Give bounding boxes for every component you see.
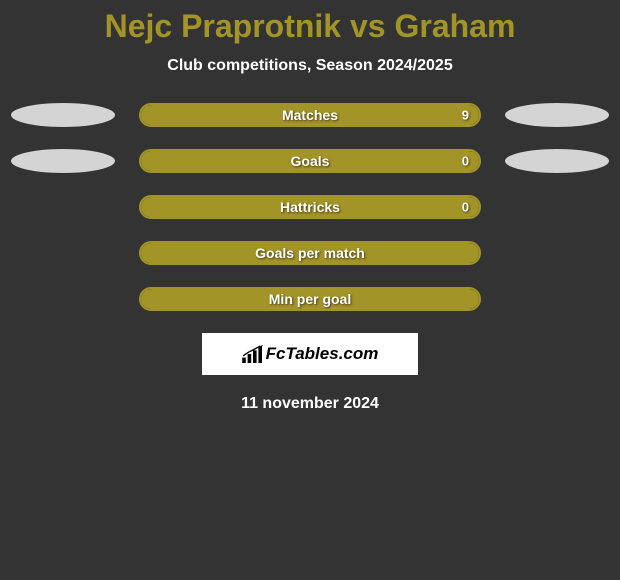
subtitle: Club competitions, Season 2024/2025 — [0, 57, 620, 75]
stats-rows: Matches 9 Goals 0 Hattricks 0 Goals per match M… — [0, 103, 620, 311]
stat-bar: Goals per match — [139, 241, 481, 265]
stat-value: 9 — [462, 108, 469, 123]
stat-bar: Hattricks 0 — [139, 195, 481, 219]
stat-label: Hattricks — [280, 199, 340, 215]
stat-row: Hattricks 0 — [0, 195, 620, 219]
stat-label: Goals per match — [255, 245, 365, 261]
stat-row: Goals 0 — [0, 149, 620, 173]
stat-label: Goals — [291, 153, 330, 169]
stat-bar: Matches 9 — [139, 103, 481, 127]
stat-label: Min per goal — [269, 291, 351, 307]
player-right-marker — [505, 103, 609, 127]
stat-bar: Goals 0 — [139, 149, 481, 173]
date-label: 11 november 2024 — [0, 395, 620, 413]
page-title: Nejc Praprotnik vs Graham — [0, 8, 620, 45]
logo: FcTables.com — [242, 344, 379, 364]
stat-value: 0 — [462, 154, 469, 169]
stat-row: Matches 9 — [0, 103, 620, 127]
stat-label: Matches — [282, 107, 338, 123]
comparison-infographic: Nejc Praprotnik vs Graham Club competiti… — [0, 0, 620, 413]
stat-row: Min per goal — [0, 287, 620, 311]
player-left-marker — [11, 149, 115, 173]
stat-row: Goals per match — [0, 241, 620, 265]
stat-value: 0 — [462, 200, 469, 215]
logo-box: FcTables.com — [202, 333, 418, 375]
player-right-marker — [505, 149, 609, 173]
chart-icon — [242, 345, 264, 363]
player-left-marker — [11, 103, 115, 127]
stat-bar: Min per goal — [139, 287, 481, 311]
logo-text: FcTables.com — [266, 344, 379, 364]
